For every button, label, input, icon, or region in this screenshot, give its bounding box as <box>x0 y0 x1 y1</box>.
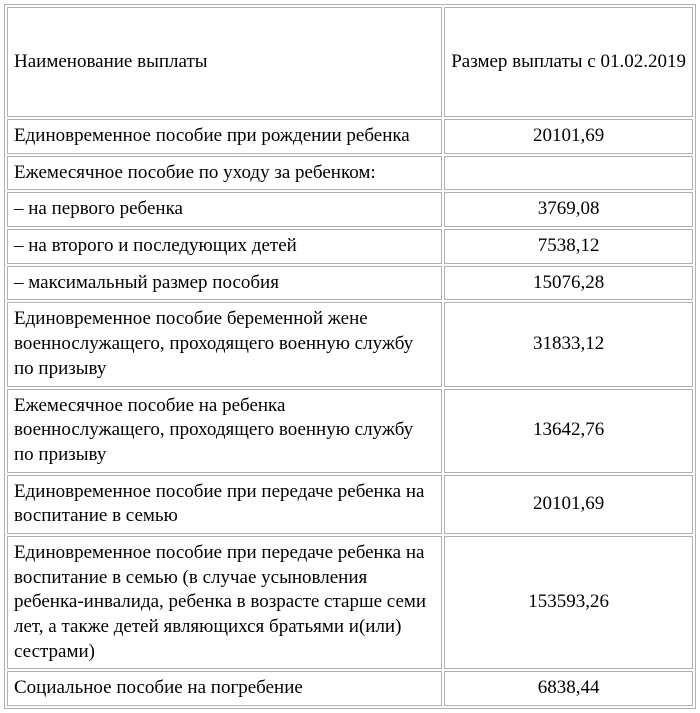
cell-amount: 3769,08 <box>444 192 693 227</box>
header-amount: Размер выплаты с 01.02.2019 <box>444 7 693 117</box>
table-row: – на первого ребенка 3769,08 <box>7 192 693 227</box>
cell-name: Единовременное пособие беременной жене в… <box>7 302 442 386</box>
cell-amount: 15076,28 <box>444 266 693 301</box>
cell-amount: 20101,69 <box>444 119 693 154</box>
cell-amount: 31833,12 <box>444 302 693 386</box>
table-body: Единовременное пособие при рождении ребе… <box>7 119 693 706</box>
table-row: Единовременное пособие при передаче ребе… <box>7 536 693 669</box>
table-row: Ежемесячное пособие на ребенка военнослу… <box>7 389 693 473</box>
cell-name: Единовременное пособие при рождении ребе… <box>7 119 442 154</box>
table-row: Единовременное пособие беременной жене в… <box>7 302 693 386</box>
cell-amount: 7538,12 <box>444 229 693 264</box>
cell-name: Единовременное пособие при передаче ребе… <box>7 475 442 534</box>
table-row: Ежемесячное пособие по уходу за ребенком… <box>7 156 693 191</box>
cell-amount <box>444 156 693 191</box>
table-row: – на второго и последующих детей 7538,12 <box>7 229 693 264</box>
cell-name: Ежемесячное пособие на ребенка военнослу… <box>7 389 442 473</box>
header-name: Наименование выплаты <box>7 7 442 117</box>
cell-amount: 153593,26 <box>444 536 693 669</box>
table-header-row: Наименование выплаты Размер выплаты с 01… <box>7 7 693 117</box>
table-row: – максимальный размер пособия 15076,28 <box>7 266 693 301</box>
table-row: Единовременное пособие при рождении ребе… <box>7 119 693 154</box>
cell-amount: 13642,76 <box>444 389 693 473</box>
cell-amount: 20101,69 <box>444 475 693 534</box>
cell-name: Единовременное пособие при передаче ребе… <box>7 536 442 669</box>
table-row: Единовременное пособие при передаче ребе… <box>7 475 693 534</box>
cell-name: – на второго и последующих детей <box>7 229 442 264</box>
cell-name: Социальное пособие на погребение <box>7 671 442 706</box>
payments-table: Наименование выплаты Размер выплаты с 01… <box>4 4 696 709</box>
cell-amount: 6838,44 <box>444 671 693 706</box>
table-row: Социальное пособие на погребение 6838,44 <box>7 671 693 706</box>
cell-name: Ежемесячное пособие по уходу за ребенком… <box>7 156 442 191</box>
cell-name: – максимальный размер пособия <box>7 266 442 301</box>
cell-name: – на первого ребенка <box>7 192 442 227</box>
